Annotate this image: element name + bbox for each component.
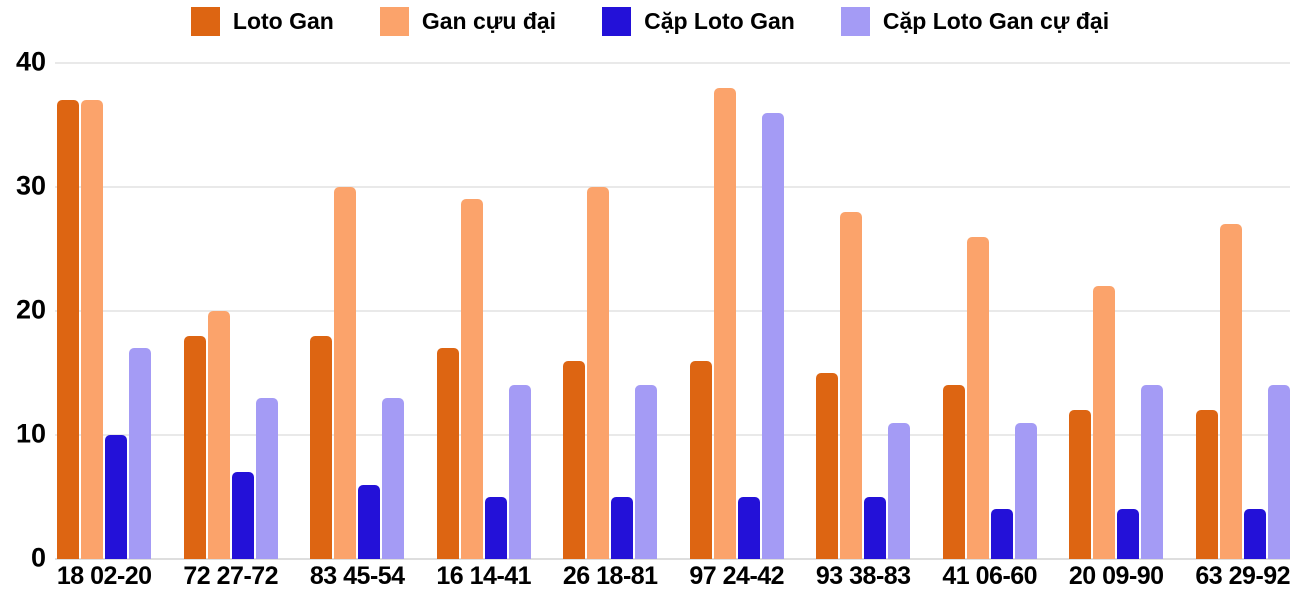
x-axis-label: 93 38-83	[815, 562, 911, 590]
x-axis-label: 63 29-92	[1195, 562, 1291, 590]
x-axis-label: 16 14-41	[436, 562, 532, 590]
legend-swatch-icon	[190, 6, 220, 36]
bar-series0-cat8[interactable]	[1069, 410, 1092, 559]
bar-series3-cat7[interactable]	[1014, 422, 1037, 559]
bar-series1-cat1[interactable]	[207, 311, 230, 559]
bar-series0-cat2[interactable]	[310, 335, 333, 559]
gridline	[55, 310, 1290, 312]
x-axis-label: 83 45-54	[309, 562, 405, 590]
y-axis-label: 40	[15, 46, 46, 77]
gridline	[55, 186, 1290, 188]
bar-group-3	[421, 63, 548, 559]
bar-group-8	[1053, 63, 1180, 559]
bar-series0-cat9[interactable]	[1195, 410, 1218, 559]
bar-series2-cat1[interactable]	[231, 472, 254, 559]
bar-series3-cat4[interactable]	[635, 385, 658, 559]
bar-series3-cat0[interactable]	[129, 348, 152, 559]
x-axis-label: 41 06-60	[942, 562, 1038, 590]
bar-series3-cat2[interactable]	[382, 397, 405, 559]
bar-series1-cat3[interactable]	[460, 199, 483, 559]
bar-series2-cat5[interactable]	[737, 497, 760, 559]
bar-series3-cat1[interactable]	[255, 397, 278, 559]
bar-series1-cat0[interactable]	[81, 100, 104, 559]
bar-series0-cat7[interactable]	[942, 385, 965, 559]
y-axis-label: 0	[30, 542, 46, 573]
bar-series2-cat4[interactable]	[611, 497, 634, 559]
bar-series0-cat3[interactable]	[436, 348, 459, 559]
legend-item-2[interactable]: Cặp Loto Gan	[602, 6, 795, 36]
x-axis-label: 20 09-90	[1068, 562, 1164, 590]
bar-series1-cat4[interactable]	[587, 187, 610, 559]
bar-series2-cat2[interactable]	[358, 484, 381, 559]
legend-swatch-icon	[379, 6, 409, 36]
bar-series0-cat5[interactable]	[689, 360, 712, 559]
legend-label: Cặp Loto Gan	[644, 7, 795, 34]
legend-swatch-icon	[602, 6, 632, 36]
bar-series1-cat7[interactable]	[966, 236, 989, 559]
x-axis-label: 26 18-81	[562, 562, 658, 590]
legend-label: Loto Gan	[232, 7, 334, 34]
bar-group-6	[800, 63, 927, 559]
plot-area	[55, 62, 1290, 560]
bar-series1-cat5[interactable]	[713, 87, 736, 559]
chart-legend: Loto Gan Gan cựu đại Cặp Loto Gan Cặp Loto …	[0, 4, 1300, 38]
bar-series1-cat9[interactable]	[1219, 224, 1242, 559]
bar-series1-cat8[interactable]	[1093, 286, 1116, 559]
bar-group-0	[41, 63, 168, 559]
y-axis: 0 10 20 30 40	[0, 47, 46, 573]
bar-series2-cat0[interactable]	[105, 435, 128, 559]
bar-series2-cat7[interactable]	[990, 509, 1013, 559]
y-axis-label: 10	[15, 418, 46, 449]
bar-series2-cat3[interactable]	[484, 497, 507, 559]
legend-swatch-icon	[840, 6, 870, 36]
x-axis: 18 02-20 72 27-72 83 45-54 16 14-41 26 18-81…	[41, 562, 1300, 591]
y-axis-label: 30	[15, 170, 46, 201]
bar-series0-cat0[interactable]	[57, 100, 80, 559]
bar-series0-cat4[interactable]	[563, 360, 586, 559]
y-axis-label: 20	[15, 294, 46, 325]
bar-group-9	[1180, 63, 1300, 559]
bar-series3-cat5[interactable]	[761, 112, 784, 559]
bar-series1-cat6[interactable]	[840, 211, 863, 559]
legend-item-3[interactable]: Cặp Loto Gan cự đại	[840, 6, 1110, 36]
bar-series3-cat6[interactable]	[888, 422, 911, 559]
gridline	[55, 62, 1290, 64]
legend-item-0[interactable]: Loto Gan	[190, 6, 334, 36]
bar-series3-cat8[interactable]	[1141, 385, 1164, 559]
legend-label: Cặp Loto Gan cự đại	[882, 7, 1110, 34]
x-axis-baseline	[55, 558, 1290, 560]
bar-series0-cat6[interactable]	[816, 373, 839, 559]
bar-group-7	[927, 63, 1054, 559]
bar-groups	[41, 63, 1300, 559]
bar-series3-cat9[interactable]	[1267, 385, 1290, 559]
bar-series2-cat8[interactable]	[1117, 509, 1140, 559]
bar-series3-cat3[interactable]	[508, 385, 531, 559]
bar-series2-cat9[interactable]	[1243, 509, 1266, 559]
bar-group-4	[547, 63, 674, 559]
x-axis-label: 97 24-42	[689, 562, 785, 590]
gridline	[55, 434, 1290, 436]
legend-item-1[interactable]: Gan cựu đại	[379, 6, 557, 36]
bar-series1-cat2[interactable]	[334, 187, 357, 559]
bar-group-5	[674, 63, 801, 559]
bar-series0-cat1[interactable]	[183, 335, 206, 559]
x-axis-label: 72 27-72	[183, 562, 279, 590]
bar-group-2	[294, 63, 421, 559]
bar-group-1	[168, 63, 295, 559]
legend-label: Gan cựu đại	[421, 7, 557, 34]
x-axis-label: 18 02-20	[56, 562, 152, 590]
bar-series2-cat6[interactable]	[864, 497, 887, 559]
